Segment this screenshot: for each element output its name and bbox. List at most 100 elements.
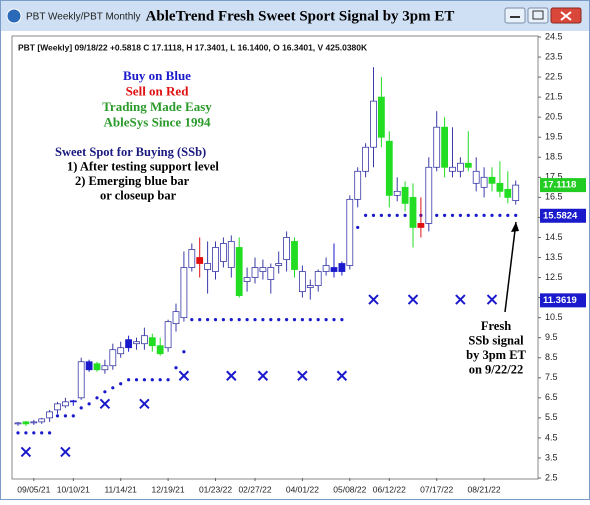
candle-body bbox=[204, 263, 212, 270]
app-icon[interactable] bbox=[6, 8, 22, 24]
note-line: Sweet Spot for Buying (SSb) bbox=[55, 145, 206, 159]
candle-body bbox=[480, 176, 488, 188]
candle-body bbox=[472, 170, 480, 184]
stop-dot bbox=[111, 386, 115, 390]
legend-line: Sell on Red bbox=[126, 83, 190, 98]
candle-body bbox=[330, 267, 338, 272]
x-tick-label: 05/08/22 bbox=[333, 484, 366, 494]
y-tick-label: 9.5 bbox=[545, 332, 558, 342]
note-line: or closeup bar bbox=[100, 188, 177, 202]
legend-line: AbleSys Since 1994 bbox=[104, 114, 211, 129]
signal-x bbox=[178, 370, 190, 381]
candle-body bbox=[433, 126, 441, 168]
y-tick-label: 21.5 bbox=[545, 92, 563, 102]
candle-body bbox=[235, 247, 243, 296]
y-tick-label: 20.5 bbox=[545, 112, 563, 122]
minimize-button[interactable] bbox=[504, 7, 526, 24]
y-tick-label: 10.5 bbox=[545, 312, 563, 322]
y-tick-label: 3.5 bbox=[545, 452, 558, 462]
y-tick-label: 5.5 bbox=[545, 412, 558, 422]
stop-dot bbox=[63, 414, 67, 418]
candle-body bbox=[488, 176, 496, 184]
stop-dot bbox=[182, 350, 186, 354]
x-tick-label: 11/14/21 bbox=[104, 484, 137, 494]
candle-body bbox=[393, 190, 401, 196]
stop-dot bbox=[261, 318, 265, 322]
maximize-button[interactable] bbox=[527, 7, 549, 24]
stop-dot bbox=[379, 213, 383, 218]
stop-dot bbox=[16, 431, 20, 435]
price-label-box bbox=[540, 178, 586, 193]
stop-dot bbox=[482, 213, 486, 218]
signal-x bbox=[226, 370, 237, 381]
signal-x bbox=[336, 370, 348, 381]
stop-dot bbox=[95, 396, 99, 400]
x-tick-label: 04/01/22 bbox=[286, 484, 319, 494]
candle-body bbox=[54, 403, 61, 411]
title-bar bbox=[1, 1, 589, 31]
candle-body bbox=[354, 170, 362, 200]
candle-body bbox=[512, 184, 520, 201]
stop-dot bbox=[190, 318, 194, 322]
y-tick-label: 12.5 bbox=[545, 272, 563, 282]
candle-body bbox=[338, 263, 346, 272]
candle-body bbox=[117, 347, 125, 355]
tab-label[interactable]: PBT Weekly/PBT Monthly bbox=[26, 12, 141, 23]
x-tick-label: 12/19/21 bbox=[152, 484, 185, 494]
candle-body bbox=[109, 349, 117, 367]
y-tick-label: 7.5 bbox=[545, 372, 558, 382]
stop-dot bbox=[48, 431, 52, 435]
candle-body bbox=[409, 196, 417, 228]
signal-x bbox=[455, 294, 466, 305]
legend-line: Trading Made Easy bbox=[102, 99, 212, 114]
stop-dot bbox=[316, 318, 320, 322]
candle-body bbox=[322, 265, 330, 272]
candle-body bbox=[156, 345, 164, 355]
price-label: 11.3619 bbox=[543, 295, 577, 306]
stop-dot bbox=[24, 431, 28, 435]
candle-body bbox=[22, 421, 30, 425]
stop-dot bbox=[158, 378, 162, 382]
price-label: 17.1118 bbox=[543, 180, 576, 191]
stop-dot bbox=[466, 213, 470, 218]
y-tick-label: 2.5 bbox=[545, 472, 558, 482]
stop-dot bbox=[292, 318, 297, 322]
candle-body bbox=[275, 263, 283, 266]
stop-dot bbox=[174, 366, 178, 370]
window-title: AbleTrend Fresh Sweet Sport Signal by 3p… bbox=[146, 8, 455, 24]
signal-x bbox=[20, 446, 32, 458]
stop-dot bbox=[119, 382, 123, 386]
y-tick-label: 24.5 bbox=[545, 31, 563, 41]
signal-x bbox=[139, 398, 150, 410]
signal-x bbox=[60, 446, 71, 458]
candle-body bbox=[441, 126, 449, 168]
stop-dot bbox=[308, 318, 312, 322]
candle-body bbox=[385, 140, 393, 196]
stop-dot bbox=[300, 318, 304, 322]
stop-dot bbox=[40, 431, 44, 435]
stop-dot bbox=[356, 225, 360, 230]
y-tick-label: 22.5 bbox=[545, 71, 563, 81]
stop-dot bbox=[324, 318, 328, 322]
signal-x bbox=[368, 294, 379, 305]
candle-body bbox=[425, 166, 433, 224]
candle-body bbox=[164, 321, 172, 349]
stop-dot bbox=[364, 213, 368, 218]
stop-dot bbox=[387, 213, 391, 218]
stop-dot bbox=[55, 414, 60, 418]
stop-dot bbox=[32, 431, 36, 435]
candle-body bbox=[46, 411, 53, 419]
y-tick-label: 6.5 bbox=[545, 392, 558, 402]
candle-body bbox=[30, 421, 38, 424]
stop-dot bbox=[150, 378, 154, 382]
stop-dot bbox=[443, 213, 447, 218]
candle-body bbox=[188, 249, 196, 268]
stop-dot bbox=[514, 213, 518, 218]
candle-body bbox=[267, 267, 275, 280]
stop-dot bbox=[134, 378, 139, 382]
stop-dot bbox=[403, 213, 407, 218]
callout-line: by 3pm ET bbox=[466, 348, 526, 362]
price-label: 15.5824 bbox=[543, 210, 578, 221]
stop-dot bbox=[474, 213, 478, 218]
candle-body bbox=[85, 361, 93, 371]
